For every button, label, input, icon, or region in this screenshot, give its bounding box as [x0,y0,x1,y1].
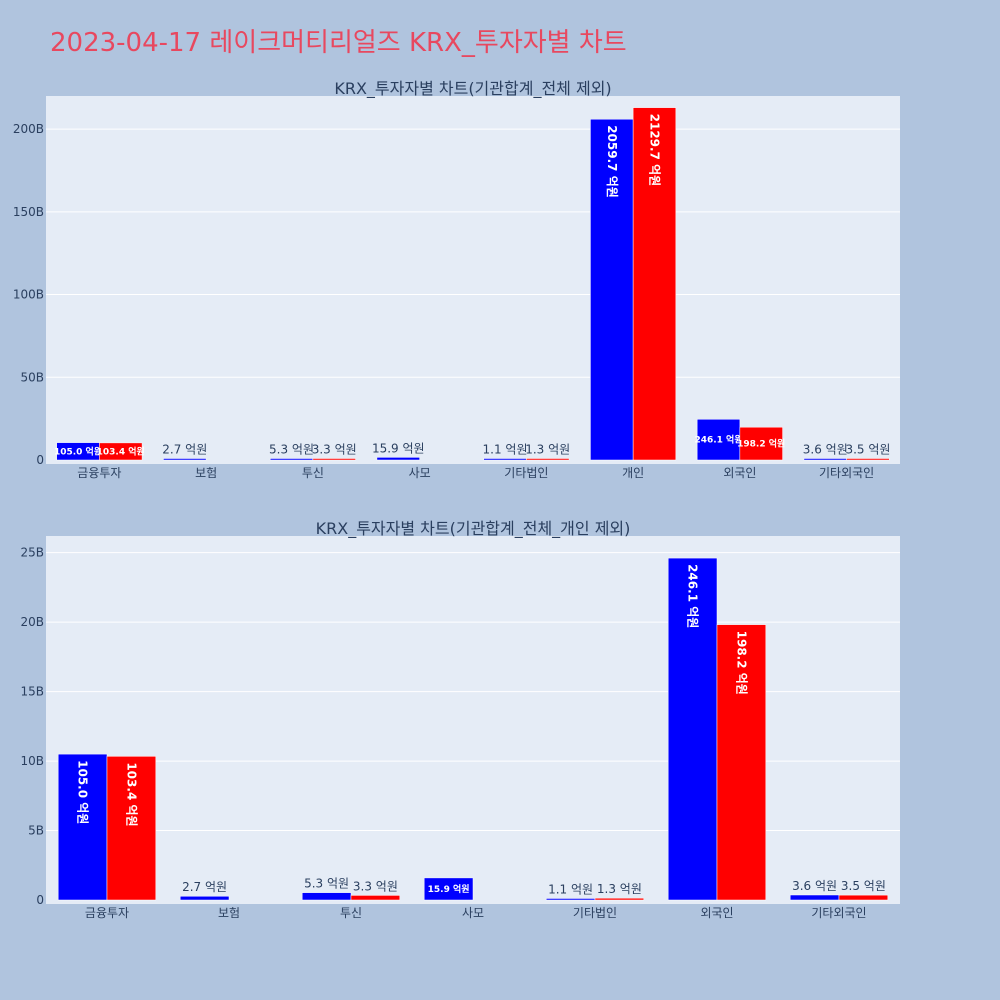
bar-value-label: 103.4 억원 [97,445,145,457]
x-tick-label: 기타법인 [504,466,548,480]
bar-sell [312,458,356,461]
bar-value-label: 246.1 억원 [686,564,700,628]
chart-panel-top: KRX_투자자별 차트(기관합계_전체 제외) 0 50B 100B 150B 200B 금… [13,79,900,480]
y-tick-label: 5B [28,824,44,838]
x-tick-label: 외국인 [723,466,756,480]
bar-sell [526,458,570,461]
y-tick-label: 50B [20,370,44,384]
bar-value-label: 3.3 억원 [353,879,398,893]
bar-buy [179,895,230,901]
chart-panel-bottom: KRX_투자자별 차트(기관합계_전체_개인 제외) 0 5B 10B 15B 20B 25… [20,519,900,920]
bar-value-label: 1.3 억원 [525,443,570,457]
plot-area [46,536,900,904]
bar-sell [846,458,890,461]
x-tick-label: 금융투자 [77,466,121,480]
bar-value-label: 3.5 억원 [845,443,890,457]
bar-buy [483,458,527,461]
subplot-title: KRX_투자자별 차트(기관합계_전체 제외) [334,79,611,99]
x-tick-label: 보험 [218,906,240,920]
y-tick-label: 0 [36,453,44,467]
y-tick-label: 25B [20,546,44,560]
bar-sell [350,895,401,901]
bar-value-label: 2.7 억원 [182,880,227,894]
x-tick-label: 사모 [409,466,431,480]
bar-value-label: 1.1 억원 [548,882,593,896]
bar-value-label: 1.1 억원 [483,443,528,457]
bar-value-label: 2.7 억원 [162,443,207,457]
bar-value-label: 5.3 억원 [269,443,314,457]
x-tick-label: 기타외국인 [819,466,874,480]
bar-value-label: 3.6 억원 [803,443,848,457]
y-tick-label: 10B [20,754,44,768]
bar-buy [163,458,207,461]
bar-value-label: 15.9 억원 [372,441,425,455]
bar-value-label: 3.5 억원 [841,879,886,893]
bar-value-label: 103.4 억원 [124,762,138,826]
x-tick-label: 보험 [195,466,217,480]
x-tick-label: 외국인 [700,906,733,920]
x-tick-label: 개인 [622,466,644,480]
bar-buy [423,877,474,901]
bar-value-label: 246.1 억원 [694,434,742,446]
bar-buy [269,458,314,461]
bar-sell [838,894,889,901]
bar-value-label: 3.3 억원 [312,443,357,457]
subplot-title: KRX_투자자별 차트(기관합계_전체_개인 제외) [316,519,631,539]
y-tick-label: 20B [20,615,44,629]
bar-buy [545,898,596,901]
y-tick-label: 15B [20,685,44,699]
bar-value-label: 1.3 억원 [597,882,642,896]
bar-sell [594,897,645,901]
bar-value-label: 198.2 억원 [737,438,785,450]
x-tick-label: 사모 [462,906,484,920]
bar-buy [696,419,741,461]
bar-buy [376,457,420,461]
bar-buy [590,118,634,461]
x-tick-label: 투신 [302,466,324,480]
plot-area [46,96,900,464]
bar-value-label: 198.2 억원 [734,631,748,695]
y-tick-label: 0 [36,893,44,907]
bar-value-label: 5.3 억원 [304,877,349,891]
page-title: 2023-04-17 레이크머티리얼즈 KRX_투자자별 차트 [50,28,627,58]
x-tick-label: 금융투자 [85,906,129,920]
bar-value-label: 2059.7 억원 [605,125,619,198]
bar-value-label: 105.0 억원 [76,760,90,824]
y-tick-label: 100B [13,288,44,302]
bar-value-label: 3.6 억원 [792,879,837,893]
bar-sell [632,107,677,461]
bar-buy [301,892,352,901]
bar-value-label: 105.0 억원 [54,445,102,457]
bar-buy [789,894,840,901]
bar-sell [739,426,783,461]
y-tick-label: 200B [13,122,44,136]
bar-sell [106,756,157,901]
x-tick-label: 투신 [340,906,362,920]
bar-value-label: 15.9 억원 [428,883,470,895]
bar-sell [716,624,767,901]
bar-value-label: 2129.7 억원 [647,114,661,187]
bar-sell [99,442,143,461]
x-tick-label: 기타외국인 [811,906,866,920]
x-tick-label: 기타법인 [573,906,617,920]
bar-buy [803,458,847,461]
y-tick-label: 150B [13,205,44,219]
